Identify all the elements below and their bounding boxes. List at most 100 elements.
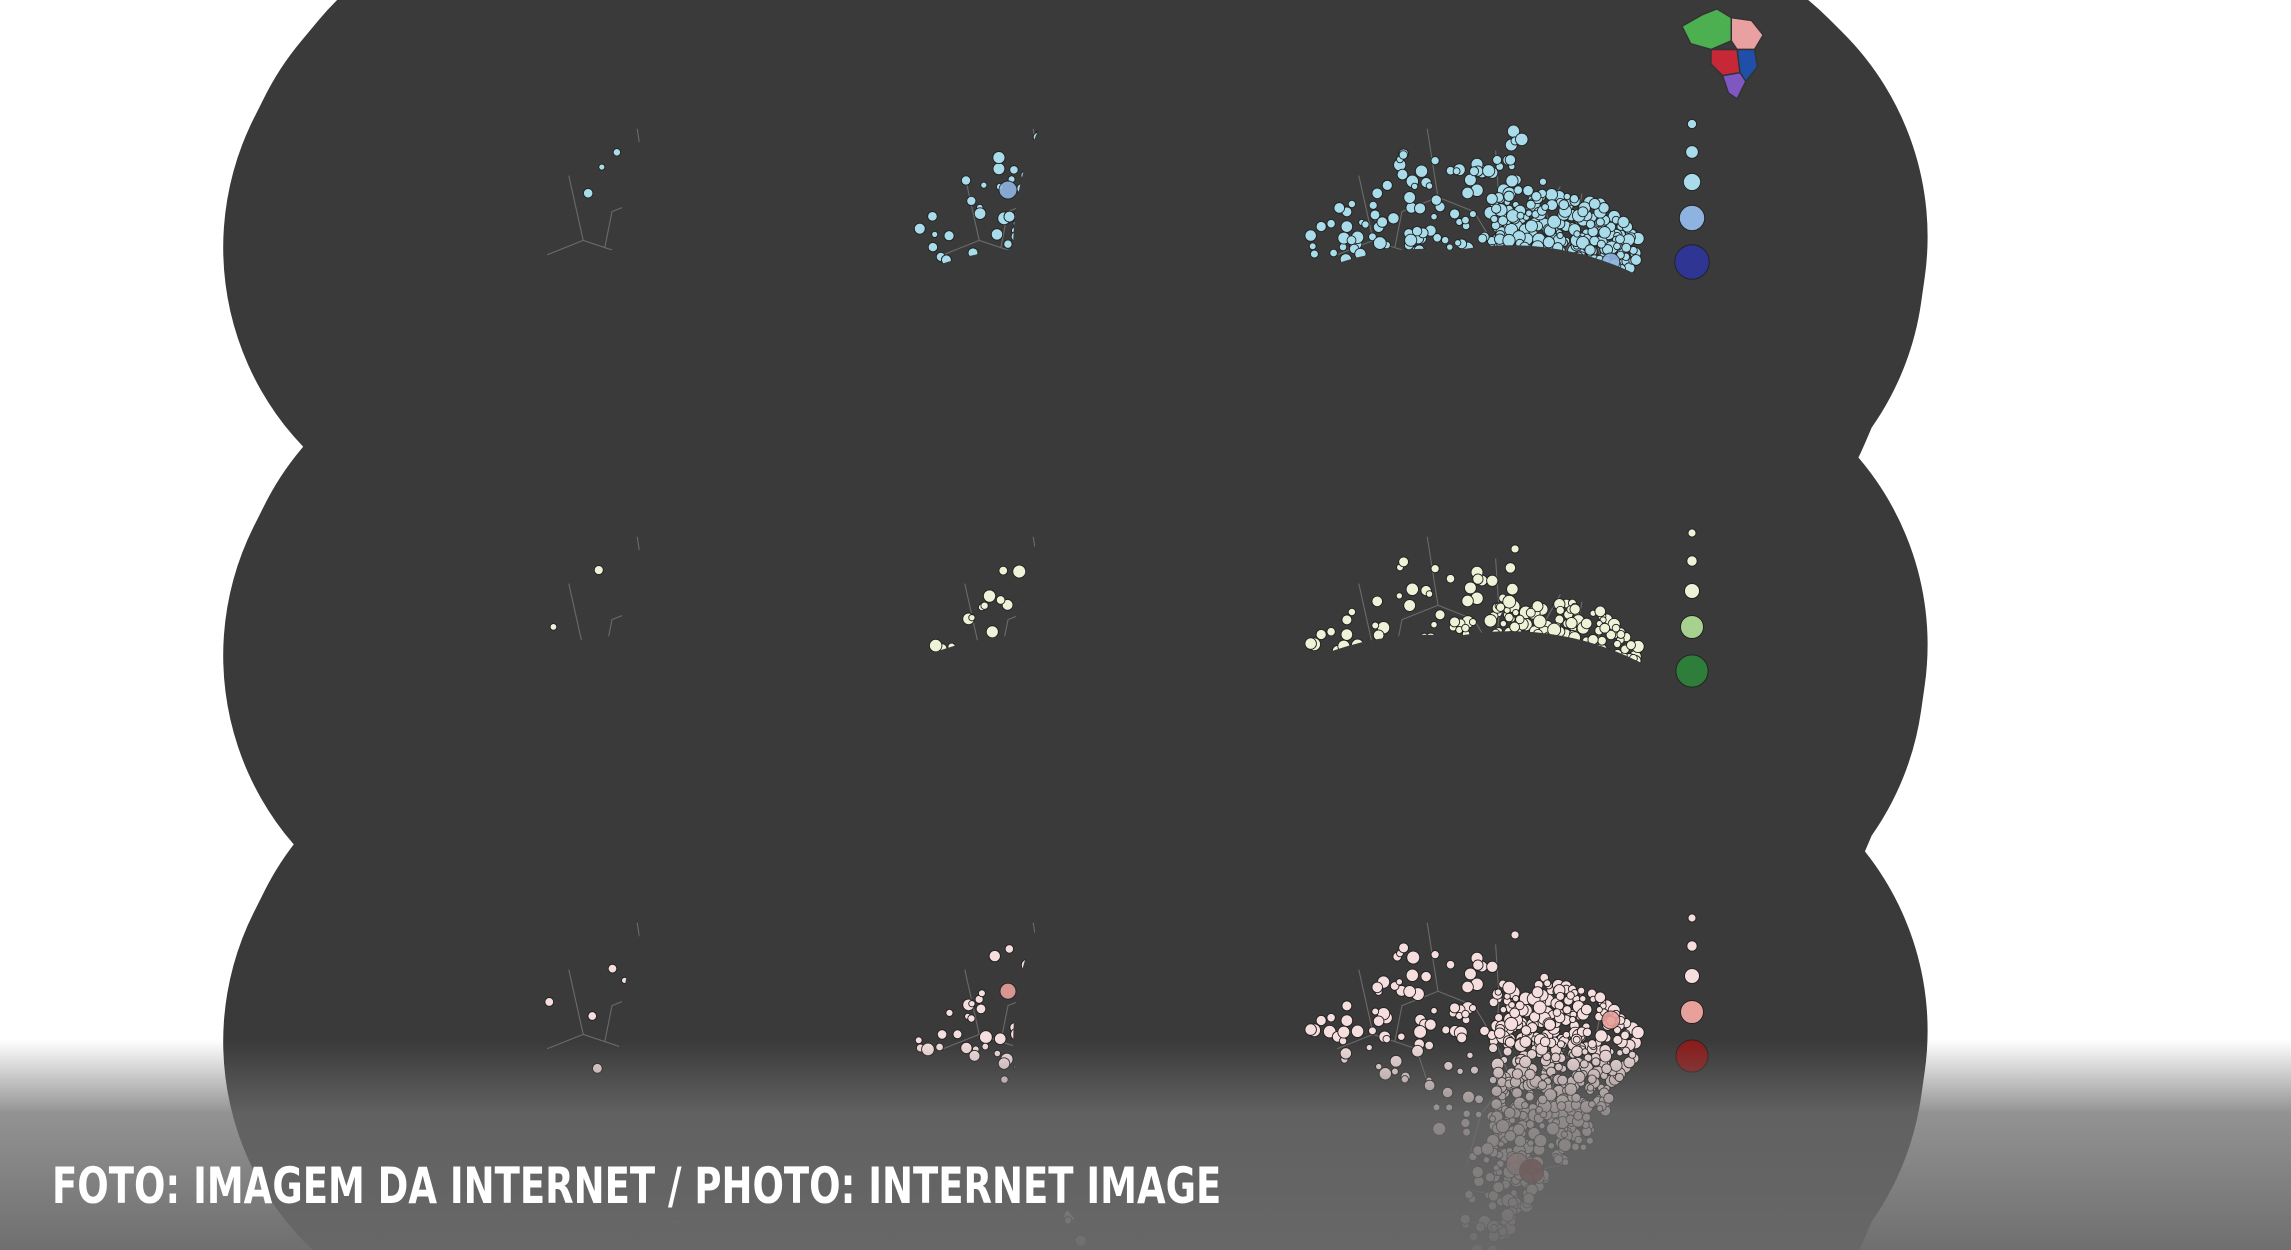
map-bubble bbox=[1513, 185, 1523, 195]
map-bubble bbox=[1505, 174, 1519, 188]
map-bubble bbox=[1468, 1004, 1477, 1013]
map-bubble bbox=[1449, 1002, 1461, 1014]
map-bubble bbox=[960, 175, 972, 186]
map-bubble bbox=[1515, 614, 1525, 625]
map-bubble bbox=[1406, 950, 1421, 965]
legend-bubble bbox=[1680, 615, 1704, 639]
size-legend: 50 200 1000 5000 12000 bbox=[1675, 525, 1767, 688]
legend-label: 200 bbox=[1722, 553, 1749, 570]
map-bubble bbox=[1446, 243, 1454, 251]
inset-region bbox=[1736, 48, 1759, 83]
map-bubble bbox=[1398, 150, 1409, 160]
map-bubble bbox=[1584, 244, 1596, 256]
map-bubble bbox=[1368, 232, 1377, 242]
map-bubble bbox=[992, 151, 1006, 165]
map-bubble bbox=[1469, 166, 1480, 177]
map-bubble bbox=[1499, 620, 1507, 628]
map-bubble bbox=[1413, 1025, 1427, 1039]
map-bubble bbox=[1594, 605, 1607, 618]
map-bubble bbox=[1371, 981, 1383, 994]
map-bubble bbox=[1368, 1026, 1377, 1036]
map-bubble bbox=[1615, 234, 1625, 245]
map-bubble bbox=[1404, 233, 1418, 247]
size-legend: 200 1000 5000 25000 55000 bbox=[1674, 116, 1767, 280]
map-bubble bbox=[1569, 194, 1579, 204]
map-bubble bbox=[1395, 978, 1403, 986]
map-bubble bbox=[587, 1011, 598, 1021]
map-bubble bbox=[1472, 959, 1484, 971]
map-bubble bbox=[1543, 979, 1552, 988]
map-bubble-large bbox=[1601, 1010, 1621, 1030]
legend-label: 1000 bbox=[1722, 144, 1758, 161]
map-bubble bbox=[1585, 219, 1596, 229]
legend-label: 50 bbox=[1722, 938, 1740, 955]
map-bubble bbox=[1552, 1008, 1562, 1017]
map-bubble bbox=[980, 181, 988, 189]
map-bubble bbox=[1569, 1015, 1577, 1024]
map-bubble bbox=[1414, 202, 1427, 215]
map-bubble bbox=[913, 222, 926, 235]
map-bubble bbox=[1580, 617, 1593, 630]
legend-bubble bbox=[1682, 172, 1702, 192]
map-bubble bbox=[1403, 599, 1417, 612]
legend-label: 300 bbox=[1722, 968, 1749, 985]
map-bubble bbox=[1376, 216, 1389, 228]
map-bubble bbox=[1515, 1000, 1525, 1011]
map-bubble bbox=[1502, 594, 1517, 609]
map-bubble bbox=[1483, 614, 1498, 628]
legend-bubble bbox=[1684, 968, 1700, 984]
map-bubble bbox=[1598, 226, 1611, 239]
map-bubble bbox=[1502, 233, 1516, 248]
map-bubble bbox=[1504, 562, 1517, 574]
map-bubble bbox=[1337, 1025, 1351, 1039]
map-bubble bbox=[995, 595, 1006, 605]
map-bubble bbox=[998, 565, 1009, 576]
map-bubble bbox=[1595, 1006, 1603, 1014]
map-bubble bbox=[1508, 1001, 1516, 1009]
legend-bubble bbox=[1674, 244, 1710, 280]
map-bubble bbox=[1368, 200, 1378, 210]
map-bubble bbox=[1468, 210, 1477, 219]
map-bubble bbox=[1468, 618, 1477, 627]
legend-label: 1500 bbox=[1722, 1004, 1758, 1021]
map-bubble bbox=[1430, 194, 1442, 206]
map-bubble bbox=[1430, 621, 1438, 629]
map-bubble bbox=[1461, 1009, 1470, 1019]
map-bubble bbox=[1486, 960, 1499, 973]
map-bubble bbox=[1613, 242, 1621, 251]
map-bubble bbox=[549, 623, 558, 631]
legend-bubble bbox=[1686, 555, 1698, 567]
map-bubble bbox=[1596, 239, 1606, 249]
map-bubble bbox=[1503, 190, 1515, 202]
map-bubble bbox=[1631, 1025, 1645, 1040]
map-bubble bbox=[982, 589, 997, 603]
map-bubble bbox=[1009, 165, 1019, 175]
map-bubble bbox=[1525, 209, 1533, 217]
map-bubble bbox=[1576, 235, 1590, 250]
map-bubble bbox=[1430, 1007, 1438, 1015]
map-bubble bbox=[931, 230, 939, 238]
map-bubble bbox=[1454, 239, 1462, 247]
map-bubble bbox=[1340, 220, 1354, 233]
map-bubble bbox=[1495, 602, 1506, 612]
legend-bubble bbox=[1686, 940, 1698, 952]
map-bubble bbox=[980, 601, 989, 610]
map-bubble bbox=[1525, 199, 1536, 210]
map-bubble bbox=[1441, 1025, 1451, 1035]
map-bubble bbox=[1315, 220, 1327, 233]
map-bubble bbox=[1611, 623, 1621, 633]
map-bubble bbox=[1326, 1012, 1336, 1023]
map-bubble bbox=[1425, 590, 1434, 598]
map-bubble bbox=[1616, 630, 1626, 639]
map-bubble bbox=[1396, 168, 1409, 181]
map-bubble bbox=[1565, 617, 1578, 630]
map-bubble bbox=[1494, 988, 1502, 996]
map-bubble bbox=[598, 163, 606, 171]
map-bubble bbox=[1333, 202, 1346, 214]
map-bubble bbox=[1395, 592, 1403, 600]
map-bubble bbox=[607, 963, 618, 974]
map-bubble bbox=[1373, 236, 1387, 250]
legend-bubble bbox=[1680, 1000, 1704, 1024]
map-bubble bbox=[928, 638, 943, 653]
legend-bubble bbox=[1687, 528, 1697, 538]
